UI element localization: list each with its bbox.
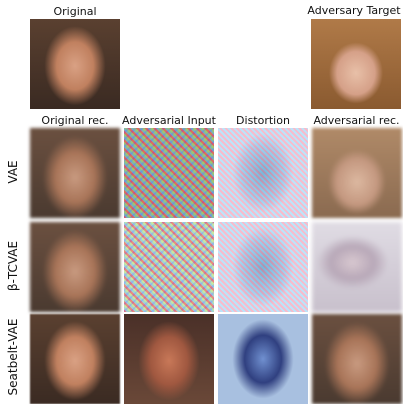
figure: Original Adversary Target Original rec. …	[0, 0, 403, 404]
column-label: Original rec.	[30, 114, 120, 127]
image	[218, 222, 308, 312]
image	[30, 314, 120, 404]
row-label: VAE	[6, 127, 20, 217]
original-label: Original	[30, 5, 120, 18]
row-label: β-TCVAE	[6, 221, 20, 311]
target-image	[311, 19, 401, 109]
column-label: Distortion	[218, 114, 308, 127]
column-label: Adversarial rec.	[310, 114, 403, 127]
image	[30, 128, 120, 218]
image	[124, 314, 214, 404]
row-label: Seatbelt-VAE	[6, 312, 20, 402]
image	[124, 128, 214, 218]
original-image	[30, 19, 120, 109]
image	[124, 222, 214, 312]
column-label: Adversarial Input	[120, 114, 218, 127]
image	[30, 222, 120, 312]
target-label: Adversary Target	[305, 4, 403, 17]
image	[218, 314, 308, 404]
image	[312, 128, 402, 218]
image	[218, 128, 308, 218]
image	[312, 222, 402, 312]
image	[312, 314, 402, 404]
